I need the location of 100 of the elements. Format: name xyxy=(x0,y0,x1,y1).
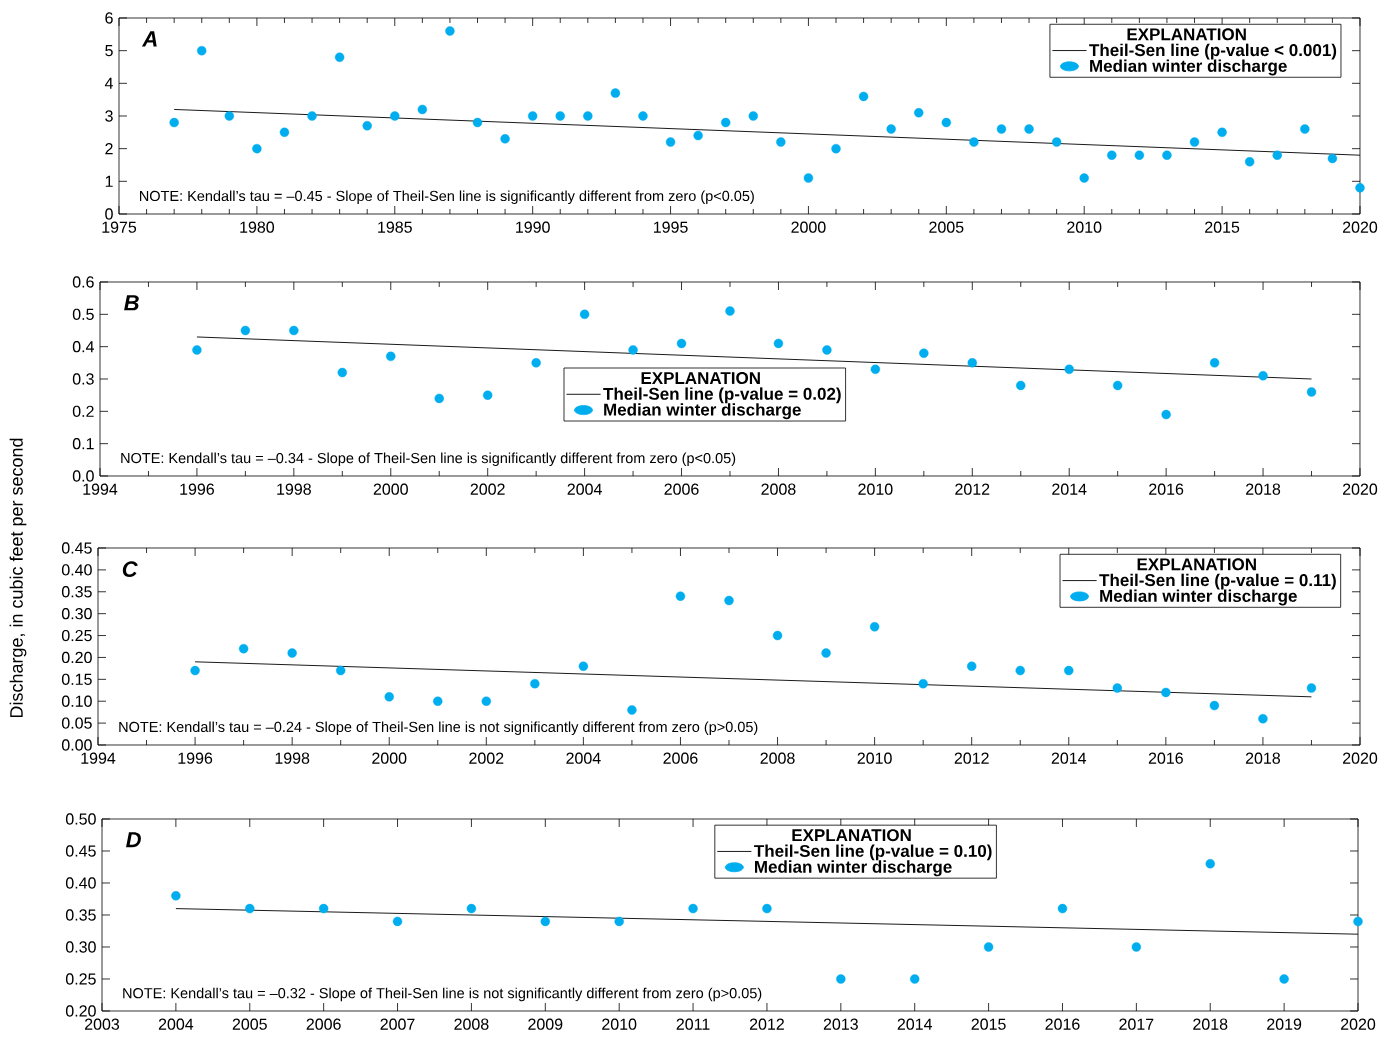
chart-title: C xyxy=(122,561,138,577)
y-axis-title: Discharge, in cubic feet per second xyxy=(9,438,27,718)
point xyxy=(1051,137,1062,147)
annotation: NOTE: Kendall’s tau = –0.34 - Slope of Theil-Sen line is significantly different from zero (p<0.05) xyxy=(121,452,736,467)
x-tick-label: 2004 xyxy=(566,752,601,764)
point xyxy=(527,111,538,121)
point xyxy=(638,111,648,121)
x-tick-label: 2000 xyxy=(373,483,408,495)
point xyxy=(1327,153,1338,164)
x-tick-label: 2010 xyxy=(858,483,893,495)
y-tick-label: 0.3 xyxy=(72,373,94,385)
x-tick-label: 2010 xyxy=(857,752,892,764)
point xyxy=(821,648,831,658)
point xyxy=(858,91,869,102)
x-tick-label: 2004 xyxy=(567,483,602,495)
point xyxy=(1258,714,1268,724)
point xyxy=(392,916,403,927)
x-tick-label: 2019 xyxy=(1267,1018,1302,1030)
point xyxy=(1107,150,1117,160)
x-tick-label: 1995 xyxy=(653,221,688,233)
point xyxy=(870,364,881,374)
x-tick-label: 2016 xyxy=(1149,483,1184,495)
point xyxy=(721,117,731,128)
point xyxy=(224,111,235,121)
chart-title: A xyxy=(141,31,157,47)
x-tick-label: 1994 xyxy=(83,483,118,495)
point xyxy=(287,648,297,658)
point xyxy=(914,108,924,118)
y-tick-label: 6 xyxy=(105,12,113,24)
point xyxy=(967,661,977,671)
x-tick-label: 1980 xyxy=(240,221,275,233)
point xyxy=(688,903,698,914)
point xyxy=(772,630,783,641)
x-tick-label: 2010 xyxy=(602,1018,637,1030)
point xyxy=(1272,150,1282,160)
point xyxy=(466,903,477,914)
legend-label: Theil-Sen line (p-value < 0.001) xyxy=(1089,43,1337,60)
point xyxy=(171,891,181,901)
point xyxy=(583,111,593,121)
point xyxy=(337,367,348,378)
x-tick-label: 2012 xyxy=(955,483,990,495)
point xyxy=(197,45,207,56)
point xyxy=(1209,700,1220,711)
point xyxy=(500,134,510,144)
point xyxy=(1258,371,1268,381)
point xyxy=(1300,124,1310,134)
x-tick-label: 2008 xyxy=(760,752,795,764)
x-tick-label: 2018 xyxy=(1193,1018,1228,1030)
point xyxy=(240,325,251,336)
point xyxy=(1162,150,1172,160)
x-tick-label: 2010 xyxy=(1067,221,1102,233)
x-tick-label: 2020 xyxy=(1341,1018,1376,1030)
x-tick-label: 2005 xyxy=(929,221,964,233)
x-tick-label: 1985 xyxy=(378,221,412,233)
point xyxy=(578,661,589,671)
x-tick-label: 2008 xyxy=(454,1018,489,1030)
y-tick-label: 0.15 xyxy=(61,673,92,685)
point xyxy=(238,643,249,654)
point xyxy=(336,665,346,676)
x-tick-label: 1996 xyxy=(180,483,214,495)
x-tick-label: 2006 xyxy=(664,483,699,495)
x-tick-label: 2000 xyxy=(372,752,407,764)
point xyxy=(390,111,400,121)
y-tick-label: 0.40 xyxy=(65,877,96,889)
point xyxy=(803,173,814,183)
y-tick-label: 0.25 xyxy=(65,973,96,985)
x-tick-label: 1990 xyxy=(516,221,550,233)
point xyxy=(983,942,994,952)
point xyxy=(245,903,255,914)
point xyxy=(1161,409,1171,420)
point xyxy=(776,137,786,147)
x-tick-label: 2018 xyxy=(1245,752,1281,764)
x-tick-label: 2014 xyxy=(1052,483,1087,495)
point xyxy=(725,306,735,316)
point xyxy=(417,104,428,115)
point xyxy=(252,143,262,154)
y-tick-label: 0.0 xyxy=(72,470,94,482)
point xyxy=(362,121,372,131)
point xyxy=(531,358,541,368)
point xyxy=(693,130,703,141)
point xyxy=(1057,903,1068,914)
y-tick-label: 0.45 xyxy=(61,542,92,554)
point xyxy=(941,117,952,128)
point xyxy=(967,358,977,368)
y-tick-label: 0.5 xyxy=(72,308,94,320)
point xyxy=(190,665,200,676)
point xyxy=(665,137,676,147)
y-tick-label: 3 xyxy=(105,110,113,122)
point xyxy=(748,111,758,121)
point xyxy=(724,595,734,606)
point xyxy=(1244,157,1255,167)
legend-label: Theil-Sen line (p-value = 0.11) xyxy=(1099,573,1336,590)
y-tick-label: 0.40 xyxy=(61,564,92,576)
x-tick-label: 2018 xyxy=(1246,483,1281,495)
point xyxy=(192,345,202,355)
point xyxy=(434,393,444,404)
y-tick-label: 0.10 xyxy=(61,695,92,707)
y-tick-label: 0.6 xyxy=(72,276,94,288)
x-tick-label: 2014 xyxy=(897,1018,933,1030)
point xyxy=(1079,173,1089,183)
